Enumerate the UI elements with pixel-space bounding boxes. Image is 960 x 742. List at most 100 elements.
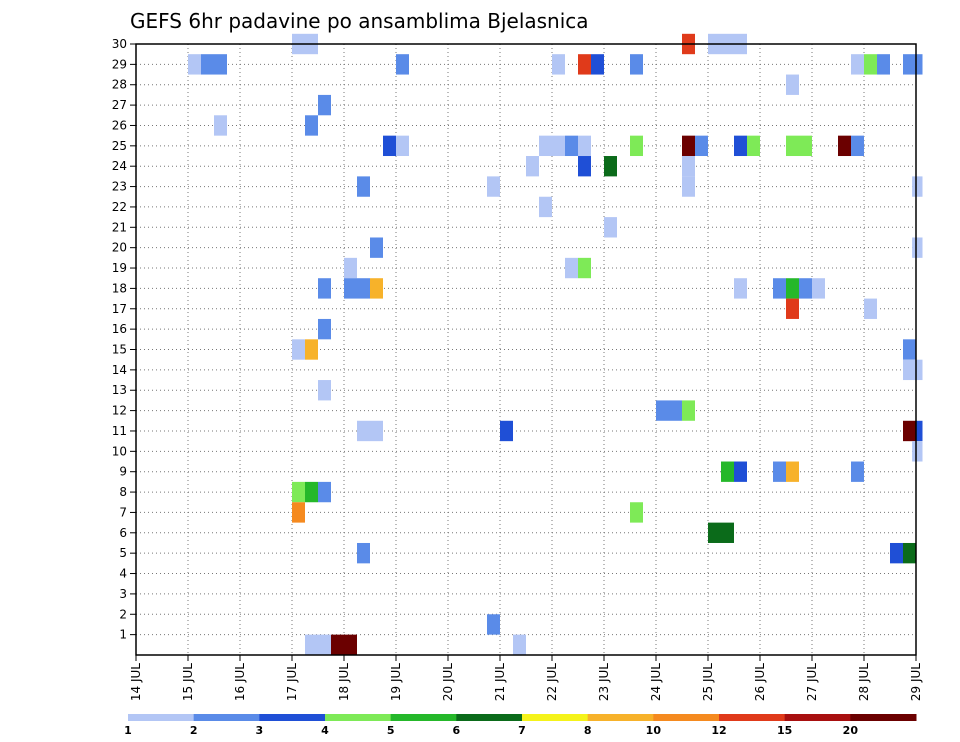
y-tick-label: 11: [112, 424, 127, 438]
heat-cell: [630, 135, 643, 157]
heat-cell: [500, 420, 513, 442]
heat-cell: [357, 420, 383, 442]
heat-cell: [786, 278, 799, 299]
y-tick-label: 29: [112, 57, 127, 71]
heat-cell: [812, 278, 825, 299]
heat-cell: [487, 176, 500, 197]
heat-cell: [786, 298, 799, 319]
colorbar-swatch: [587, 714, 654, 721]
heat-cell: [396, 135, 409, 157]
y-tick-label: 1: [119, 628, 127, 642]
y-tick-label: 8: [119, 485, 127, 499]
heat-cell: [526, 156, 539, 177]
heat-cell: [912, 441, 923, 462]
y-tick-label: 16: [112, 322, 127, 336]
heat-cell: [630, 54, 643, 75]
colorbar-swatch: [522, 714, 589, 721]
heat-cell: [903, 420, 916, 442]
y-tick-label: 24: [112, 159, 127, 173]
heat-cell: [370, 278, 383, 299]
heat-cell: [903, 339, 916, 360]
heat-cell: [630, 502, 643, 523]
colorbar: 1 2 3 4 5 6 7 8 10 12 15 20: [124, 714, 917, 737]
colorbar-label: 6: [453, 724, 461, 737]
y-tick-label: 26: [112, 118, 127, 132]
x-tick-label: 17 JUL: [285, 663, 299, 701]
heat-cell: [864, 298, 877, 319]
heat-cell: [318, 380, 331, 401]
heat-cell: [721, 461, 734, 482]
chart-title: GEFS 6hr padavine po ansamblima Bjelasni…: [130, 9, 589, 33]
heat-cell: [305, 634, 331, 655]
heat-cell: [708, 522, 734, 543]
heat-cell: [292, 481, 305, 503]
heat-cell: [318, 278, 331, 299]
y-tick-label: 17: [112, 302, 127, 316]
heat-cell: [747, 135, 760, 157]
heat-cell: [487, 614, 500, 635]
x-tick-label: 26 JUL: [753, 663, 767, 701]
heat-cell: [890, 542, 903, 564]
heat-cell: [734, 461, 747, 482]
x-tick-label: 20 JUL: [441, 663, 455, 701]
heat-cell: [578, 156, 591, 177]
heat-cell: [318, 94, 331, 116]
heat-cell: [682, 156, 695, 177]
heat-cell: [292, 502, 305, 523]
heat-cell: [357, 542, 370, 564]
x-tick-label: 23 JUL: [597, 663, 611, 701]
y-tick-label: 4: [119, 567, 127, 581]
y-tick-label: 28: [112, 78, 127, 92]
heat-cell: [604, 217, 617, 238]
x-tick-label: 24 JUL: [649, 663, 663, 701]
heat-cell: [903, 359, 923, 381]
colorbar-swatch: [784, 714, 851, 721]
colorbar-swatch: [128, 714, 195, 721]
heat-cell: [396, 54, 409, 75]
heat-cell: [656, 400, 682, 421]
y-tick-label: 23: [112, 180, 127, 194]
y-tick-label: 14: [112, 363, 127, 377]
heat-cell: [305, 481, 318, 503]
heat-cell: [188, 54, 201, 75]
y-tick-label: 6: [119, 526, 127, 540]
heat-cell: [565, 257, 578, 279]
heat-cell: [539, 196, 552, 218]
colorbar-swatch: [259, 714, 326, 721]
colorbar-label: 5: [387, 724, 395, 737]
x-tick-label: 25 JUL: [701, 663, 715, 701]
y-tick-label: 27: [112, 98, 127, 112]
heat-cell: [305, 339, 318, 360]
heat-cell: [578, 135, 591, 157]
y-tick-label: 7: [119, 505, 127, 519]
heat-cell: [513, 634, 526, 655]
heat-cell: [591, 54, 604, 75]
x-tick-label: 16 JUL: [233, 663, 247, 701]
x-tick-label: 21 JUL: [493, 663, 507, 701]
heat-cell: [912, 237, 923, 258]
x-tick-label: 15 JUL: [181, 663, 195, 701]
y-tick-label: 18: [112, 281, 127, 295]
heat-cell: [604, 156, 617, 177]
heat-cell: [864, 54, 877, 75]
heat-cell: [682, 176, 695, 197]
heat-cell: [305, 115, 318, 136]
colorbar-swatch: [390, 714, 457, 721]
heat-cell: [682, 400, 695, 421]
heat-cell: [214, 115, 227, 136]
heat-cell: [318, 481, 331, 503]
y-tick-label: 25: [112, 139, 127, 153]
heat-cell: [912, 176, 923, 197]
heat-cell: [370, 237, 383, 258]
heat-cell: [773, 461, 786, 482]
y-tick-label: 10: [112, 444, 127, 458]
y-tick-label: 30: [112, 37, 127, 51]
data-cells: [188, 33, 923, 655]
heat-cell: [344, 257, 357, 279]
y-tick-label: 13: [112, 383, 127, 397]
colorbar-swatch: [850, 714, 917, 721]
y-tick-label: 12: [112, 404, 127, 418]
y-tick-label: 15: [112, 343, 127, 357]
colorbar-label: 2: [190, 724, 198, 737]
